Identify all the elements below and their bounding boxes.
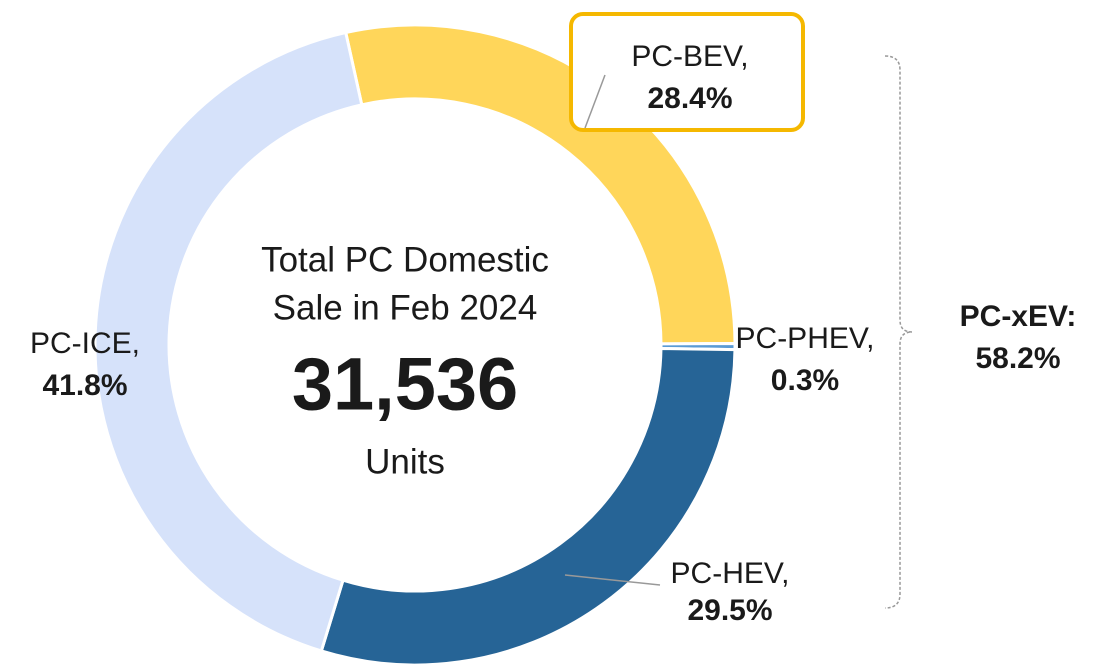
group-label: PC-xEV:: [960, 300, 1077, 333]
leader-line: [564, 574, 661, 586]
category-label: PC-BEV,: [631, 40, 748, 73]
donut-segment: [93, 30, 364, 653]
group-bracket: [884, 55, 913, 609]
value-label: 28.4%: [647, 82, 732, 115]
group-value: 58.2%: [975, 342, 1060, 375]
category-label: PC-ICE,: [30, 327, 140, 360]
total: 31,536: [292, 343, 518, 426]
donut-segment: [319, 346, 737, 666]
leader-line: [584, 74, 606, 129]
category-label: PC-HEV,: [671, 557, 790, 590]
center-text: Total PC Domestic: [261, 240, 549, 279]
donut-segment: [343, 23, 737, 346]
highlight-box: [569, 12, 805, 132]
value-label: 0.3%: [771, 364, 839, 397]
value-label: 29.5%: [687, 594, 772, 627]
category-label: PC-PHEV,: [736, 322, 875, 355]
unit: Units: [365, 442, 445, 481]
center-text: Sale in Feb 2024: [273, 288, 538, 327]
value-label: 41.8%: [42, 369, 127, 402]
